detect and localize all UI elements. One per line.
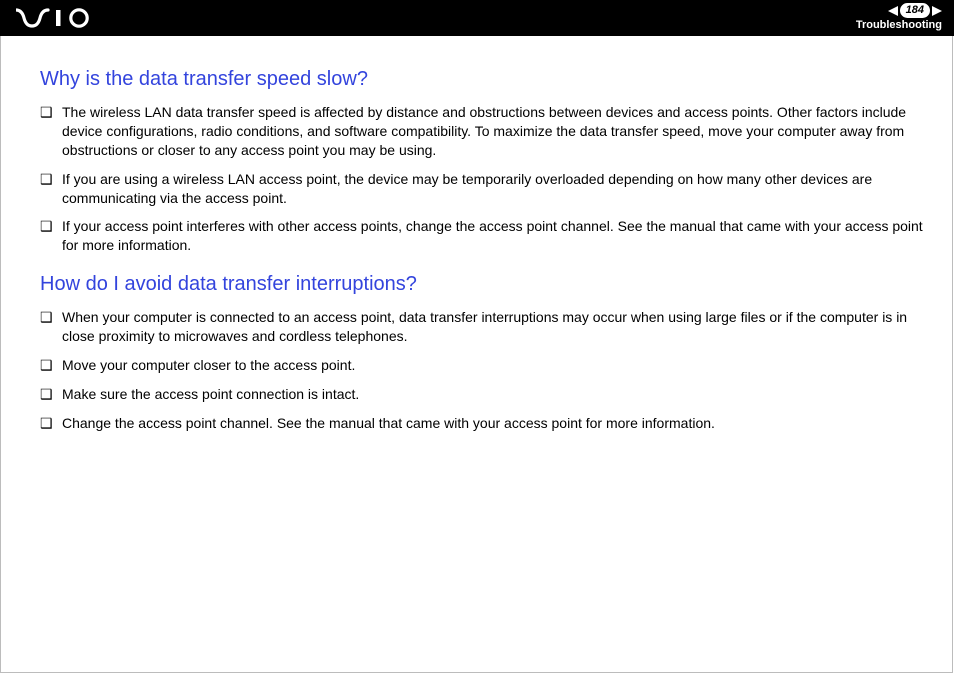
list-item-text: Make sure the access point connection is…	[62, 385, 930, 404]
list-item: ❑If you are using a wireless LAN access …	[40, 170, 930, 208]
page-content: Why is the data transfer speed slow? ❑Th…	[0, 36, 954, 433]
page-nav: 184	[856, 3, 942, 18]
list-item-text: If your access point interferes with oth…	[62, 217, 930, 255]
list-item-text: When your computer is connected to an ac…	[62, 308, 930, 346]
list-item-text: Change the access point channel. See the…	[62, 414, 930, 433]
section-label: Troubleshooting	[856, 19, 942, 32]
bullet-icon: ❑	[40, 414, 62, 433]
list-item: ❑When your computer is connected to an a…	[40, 308, 930, 346]
list-item: ❑Make sure the access point connection i…	[40, 385, 930, 404]
list-item: ❑The wireless LAN data transfer speed is…	[40, 103, 930, 160]
bullet-list: ❑The wireless LAN data transfer speed is…	[40, 103, 930, 255]
page-number: 184	[900, 3, 930, 18]
list-item-text: Move your computer closer to the access …	[62, 356, 930, 375]
question-heading: Why is the data transfer speed slow?	[40, 68, 930, 91]
header-right: 184 Troubleshooting	[856, 3, 942, 32]
header-bar: 184 Troubleshooting	[0, 0, 954, 36]
list-item-text: The wireless LAN data transfer speed is …	[62, 103, 930, 160]
list-item-text: If you are using a wireless LAN access p…	[62, 170, 930, 208]
list-item: ❑If your access point interferes with ot…	[40, 217, 930, 255]
bullet-icon: ❑	[40, 217, 62, 236]
bullet-list: ❑When your computer is connected to an a…	[40, 308, 930, 432]
bullet-icon: ❑	[40, 308, 62, 327]
vaio-logo	[16, 8, 100, 28]
prev-page-icon[interactable]	[888, 6, 898, 16]
bullet-icon: ❑	[40, 103, 62, 122]
list-item: ❑Move your computer closer to the access…	[40, 356, 930, 375]
list-item: ❑Change the access point channel. See th…	[40, 414, 930, 433]
bullet-icon: ❑	[40, 170, 62, 189]
bullet-icon: ❑	[40, 385, 62, 404]
question-heading: How do I avoid data transfer interruptio…	[40, 273, 930, 296]
vaio-logo-svg	[16, 8, 100, 28]
bullet-icon: ❑	[40, 356, 62, 375]
next-page-icon[interactable]	[932, 6, 942, 16]
